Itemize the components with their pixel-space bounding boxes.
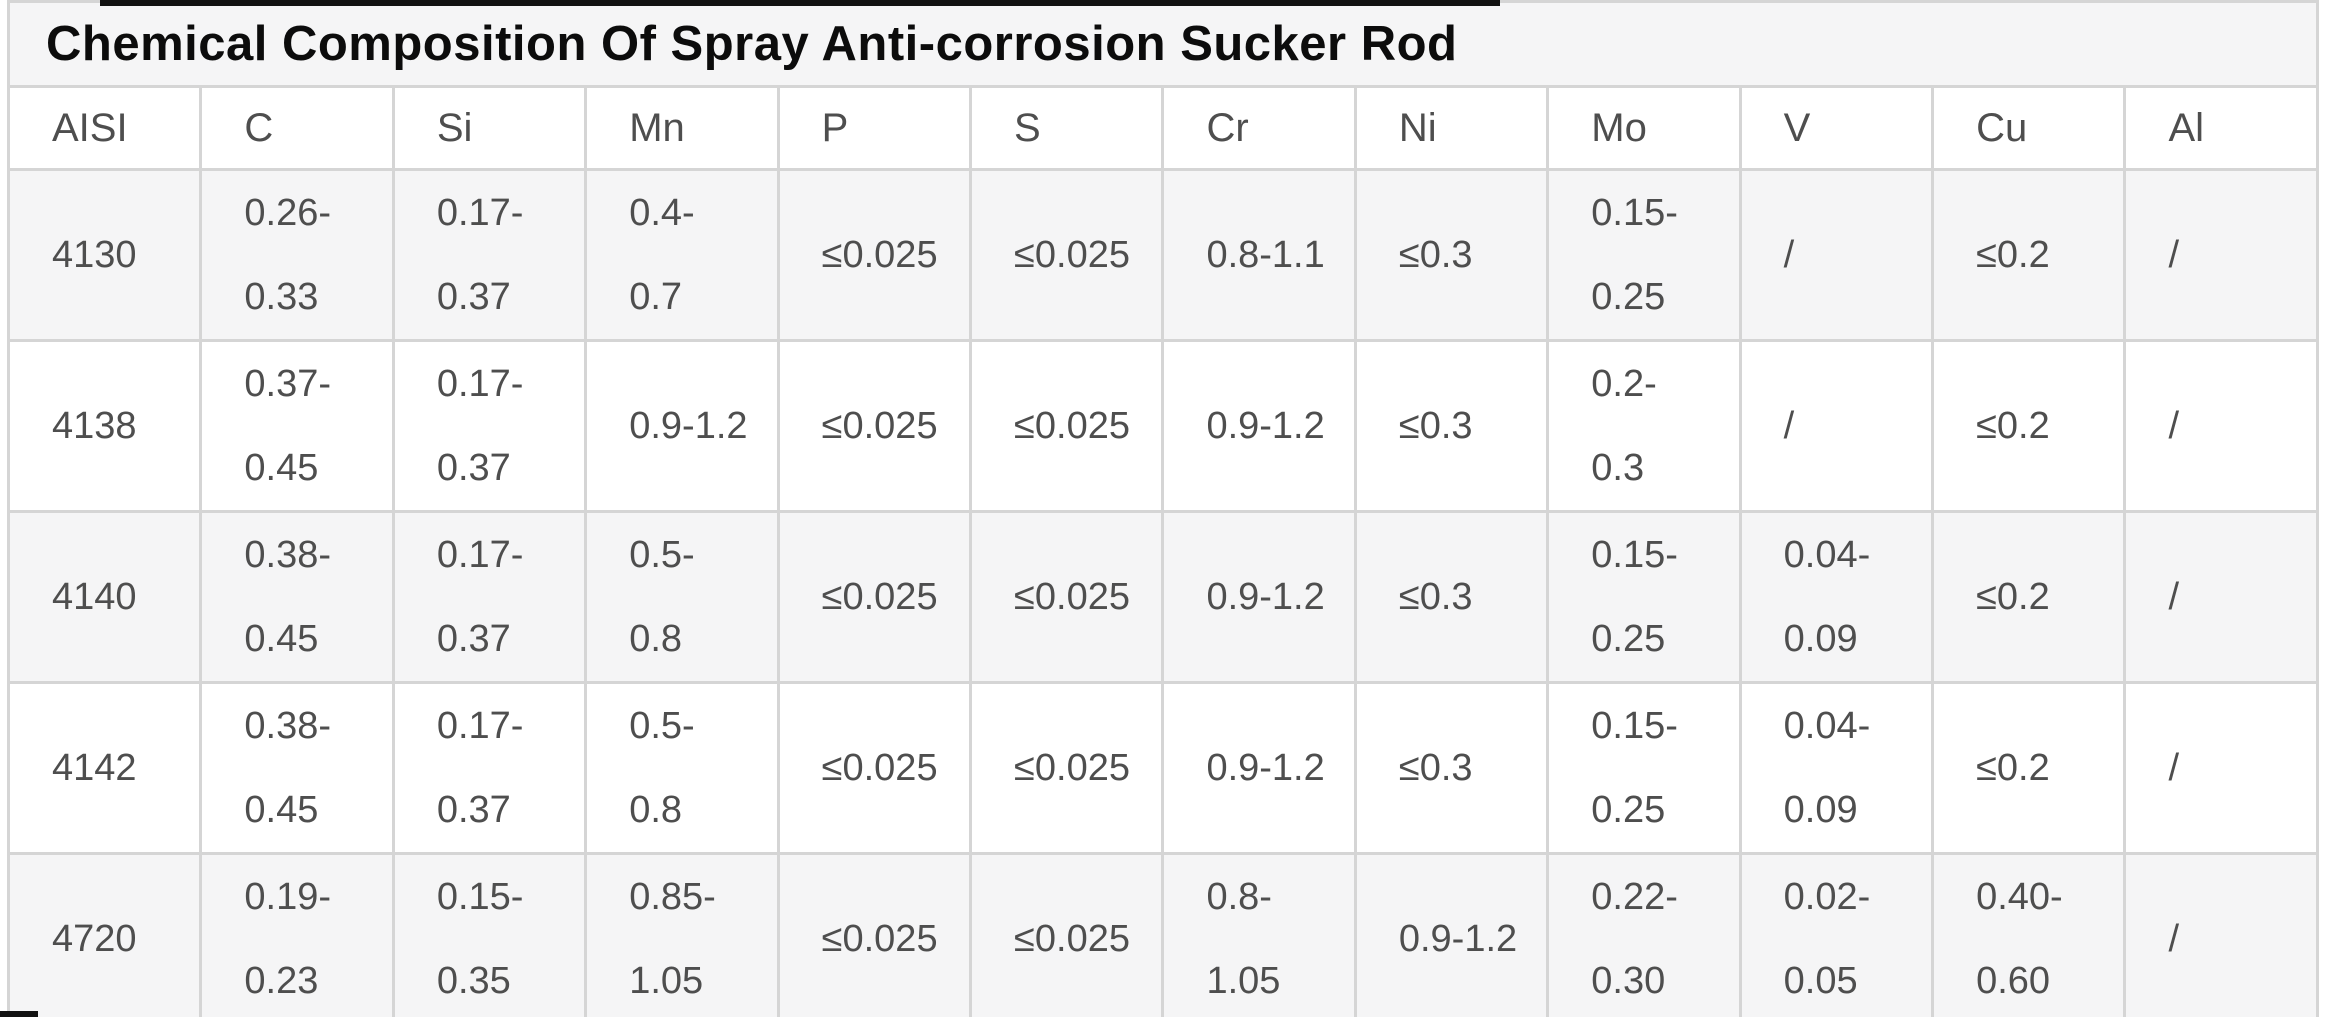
cell-si: 0.17- 0.37 xyxy=(391,681,588,855)
cell-si: 0.15- 0.35 xyxy=(391,852,588,1017)
cell-ni: ≤0.3 xyxy=(1353,681,1550,855)
cell-ni: ≤0.3 xyxy=(1353,339,1550,513)
column-header-si: Si xyxy=(391,85,588,171)
cell-p: ≤0.025 xyxy=(776,852,973,1017)
table-row-4138: 4138 0.37- 0.45 0.17- 0.37 0.9-1.2 ≤0.02… xyxy=(6,339,2319,513)
cell-cr: 0.9-1.2 xyxy=(1161,339,1357,513)
cell-v: 0.04- 0.09 xyxy=(1738,681,1935,855)
cell-cu: ≤0.2 xyxy=(1931,681,2127,855)
cell-mn: 0.85- 1.05 xyxy=(584,852,780,1017)
cell-p: ≤0.025 xyxy=(776,339,973,513)
cell-mn: 0.5- 0.8 xyxy=(584,510,780,684)
column-header-ni: Ni xyxy=(1353,85,1550,171)
cell-cu: ≤0.2 xyxy=(1931,510,2127,684)
column-header-c: C xyxy=(199,85,395,171)
cell-al: / xyxy=(2123,339,2319,513)
cell-mo: 0.15- 0.25 xyxy=(1546,168,1742,342)
table-title: Chemical Composition Of Spray Anti-corro… xyxy=(7,0,2319,88)
table-row-4142: 4142 0.38- 0.45 0.17- 0.37 0.5- 0.8 ≤0.0… xyxy=(6,681,2319,855)
column-header-cr: Cr xyxy=(1161,85,1357,171)
cell-s: ≤0.025 xyxy=(969,168,1165,342)
cell-v: / xyxy=(1738,168,1935,342)
clipped-bottom-rule xyxy=(0,1011,38,1017)
cell-v: 0.02- 0.05 xyxy=(1738,852,1935,1017)
column-header-al: Al xyxy=(2123,85,2319,171)
cell-s: ≤0.025 xyxy=(969,510,1165,684)
column-header-mo: Mo xyxy=(1546,85,1742,171)
cell-si: 0.17- 0.37 xyxy=(391,339,588,513)
cell-cu: 0.40- 0.60 xyxy=(1931,852,2127,1017)
cell-p: ≤0.025 xyxy=(776,681,973,855)
clipped-top-rule xyxy=(100,0,1500,6)
table-row-4130: 4130 0.26- 0.33 0.17- 0.37 0.4- 0.7 ≤0.0… xyxy=(6,168,2319,342)
cell-mn: 0.9-1.2 xyxy=(584,339,780,513)
column-header-aisi: AISI xyxy=(6,85,203,171)
table-row-4720: 4720 0.19- 0.23 0.15- 0.35 0.85- 1.05 ≤0… xyxy=(6,852,2319,1017)
cell-aisi: 4142 xyxy=(6,681,203,855)
cell-si: 0.17- 0.37 xyxy=(391,168,588,342)
cell-s: ≤0.025 xyxy=(969,852,1165,1017)
cell-al: / xyxy=(2123,852,2319,1017)
cell-v: / xyxy=(1738,339,1935,513)
cell-v: 0.04- 0.09 xyxy=(1738,510,1935,684)
column-header-v: V xyxy=(1738,85,1935,171)
chemical-composition-table: Chemical Composition Of Spray Anti-corro… xyxy=(6,0,2319,1017)
cell-aisi: 4140 xyxy=(6,510,203,684)
cell-si: 0.17- 0.37 xyxy=(391,510,588,684)
cell-mn: 0.5- 0.8 xyxy=(584,681,780,855)
cell-c: 0.38- 0.45 xyxy=(199,681,395,855)
cell-cr: 0.9-1.2 xyxy=(1161,510,1357,684)
header-row: AISI C Si Mn P S Cr Ni Mo V Cu Al xyxy=(6,85,2319,171)
table-row-4140: 4140 0.38- 0.45 0.17- 0.37 0.5- 0.8 ≤0.0… xyxy=(6,510,2319,684)
cell-cr: 0.8- 1.05 xyxy=(1161,852,1357,1017)
cell-p: ≤0.025 xyxy=(776,168,973,342)
cell-mo: 0.15- 0.25 xyxy=(1546,510,1742,684)
column-header-p: P xyxy=(776,85,973,171)
cell-aisi: 4720 xyxy=(6,852,203,1017)
column-header-mn: Mn xyxy=(584,85,780,171)
cell-aisi: 4130 xyxy=(6,168,203,342)
column-header-s: S xyxy=(969,85,1165,171)
cell-mn: 0.4- 0.7 xyxy=(584,168,780,342)
cell-ni: ≤0.3 xyxy=(1353,510,1550,684)
cell-cu: ≤0.2 xyxy=(1931,339,2127,513)
cell-cu: ≤0.2 xyxy=(1931,168,2127,342)
cell-c: 0.38- 0.45 xyxy=(199,510,395,684)
cell-ni: ≤0.3 xyxy=(1353,168,1550,342)
cell-mo: 0.22- 0.30 xyxy=(1546,852,1742,1017)
cell-s: ≤0.025 xyxy=(969,339,1165,513)
column-header-cu: Cu xyxy=(1931,85,2127,171)
cell-mo: 0.15- 0.25 xyxy=(1546,681,1742,855)
cell-al: / xyxy=(2123,168,2319,342)
cell-c: 0.26- 0.33 xyxy=(199,168,395,342)
cell-cr: 0.8-1.1 xyxy=(1161,168,1357,342)
cell-s: ≤0.025 xyxy=(969,681,1165,855)
cell-ni: 0.9-1.2 xyxy=(1353,852,1550,1017)
cell-c: 0.19- 0.23 xyxy=(199,852,395,1017)
cell-mo: 0.2- 0.3 xyxy=(1546,339,1742,513)
cell-cr: 0.9-1.2 xyxy=(1161,681,1357,855)
cell-c: 0.37- 0.45 xyxy=(199,339,395,513)
cell-p: ≤0.025 xyxy=(776,510,973,684)
cell-al: / xyxy=(2123,681,2319,855)
cell-aisi: 4138 xyxy=(6,339,203,513)
cell-al: / xyxy=(2123,510,2319,684)
title-row: Chemical Composition Of Spray Anti-corro… xyxy=(7,0,2319,88)
